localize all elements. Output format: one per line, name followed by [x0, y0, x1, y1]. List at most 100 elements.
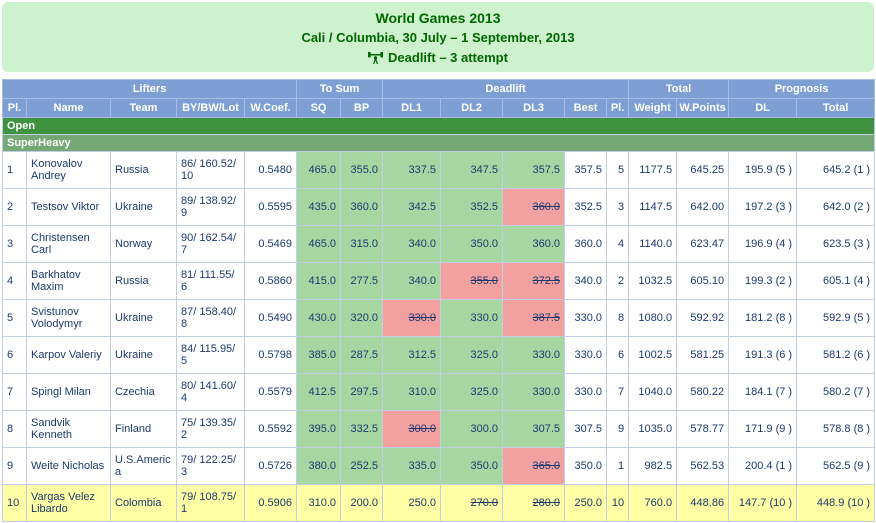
- weight-cell: 760.0: [628, 484, 678, 522]
- dl1-cell: 312.5: [382, 336, 442, 374]
- bp-cell: 200.0: [340, 484, 384, 522]
- place2-cell: 10: [606, 484, 630, 522]
- dl3-cell: 360.0: [502, 188, 566, 226]
- wcoef-cell: 0.5579: [243, 373, 298, 411]
- page-subtitle: Cali / Columbia, 30 July – 1 September, …: [301, 30, 575, 45]
- team-cell: Ukraine: [110, 299, 177, 337]
- place-cell: 9: [2, 447, 27, 485]
- prog-dl-cell: 195.9 (5 ): [728, 151, 798, 189]
- weight-cell: 1140.0: [628, 225, 678, 263]
- team-cell: U.S.America: [110, 447, 177, 485]
- dl1-cell: 337.5: [382, 151, 442, 189]
- dl3-cell: 307.5: [502, 410, 566, 448]
- col-weight: Weight: [628, 98, 678, 118]
- bp-cell: 360.0: [340, 188, 384, 226]
- group-deadlift: Deadlift: [382, 79, 630, 99]
- result-row: 5 Svistunov Volodymyr Ukraine 87/ 158.40…: [2, 299, 876, 337]
- wcoef-cell: 0.5860: [243, 262, 298, 300]
- weight-cell: 1040.0: [628, 373, 678, 411]
- dl2-cell: 270.0: [440, 484, 504, 522]
- bp-cell: 315.0: [340, 225, 384, 263]
- division-label: Open: [1, 117, 876, 135]
- page-title: World Games 2013: [375, 10, 501, 26]
- result-row: 2 Testsov Viktor Ukraine 89/ 138.92/ 9 0…: [2, 188, 876, 226]
- prog-dl-cell: 196.9 (4 ): [728, 225, 798, 263]
- col-best: Best: [564, 98, 608, 118]
- bp-cell: 287.5: [340, 336, 384, 374]
- col-by-bw-lot: BY/BW/Lot: [176, 98, 245, 118]
- best-cell: 330.0: [564, 336, 608, 374]
- wcoef-cell: 0.5480: [243, 151, 298, 189]
- wpoints-cell: 645.25: [676, 151, 730, 189]
- dl1-cell: 300.0: [382, 410, 442, 448]
- sq-cell: 385.0: [296, 336, 342, 374]
- team-cell: Ukraine: [110, 336, 177, 374]
- col-pl: Pl.: [2, 98, 27, 118]
- weight-cell: 1177.5: [628, 151, 678, 189]
- place2-cell: 3: [606, 188, 630, 226]
- place2-cell: 6: [606, 336, 630, 374]
- dl2-cell: 325.0: [440, 373, 504, 411]
- place-cell: 10: [2, 484, 27, 522]
- best-cell: 357.5: [564, 151, 608, 189]
- sq-cell: 310.0: [296, 484, 342, 522]
- name-cell: Weite Nicholas: [26, 447, 111, 485]
- name-cell: Svistunov Volodymyr: [26, 299, 111, 337]
- dl1-cell: 250.0: [382, 484, 442, 522]
- place-cell: 4: [2, 262, 27, 300]
- prog-total-cell: 592.9 (5 ): [796, 299, 876, 337]
- by-bw-lot-cell: 80/ 141.60/ 4: [176, 373, 245, 411]
- name-cell: Karpov Valeriy: [26, 336, 111, 374]
- name-cell: Sandvik Kenneth: [26, 410, 111, 448]
- prog-dl-cell: 197.2 (3 ): [728, 188, 798, 226]
- prog-total-cell: 578.8 (8 ): [796, 410, 876, 448]
- name-cell: Testsov Viktor: [26, 188, 111, 226]
- weight-class-row: SuperHeavy: [1, 134, 876, 152]
- team-cell: Norway: [110, 225, 177, 263]
- dl3-cell: 387.5: [502, 299, 566, 337]
- dl2-cell: 350.0: [440, 225, 504, 263]
- sq-cell: 380.0: [296, 447, 342, 485]
- wpoints-cell: 642.00: [676, 188, 730, 226]
- prog-dl-cell: 181.2 (8 ): [728, 299, 798, 337]
- sq-cell: 465.0: [296, 151, 342, 189]
- place2-cell: 5: [606, 151, 630, 189]
- event-title: Deadlift – 3 attempt: [388, 50, 508, 65]
- sq-cell: 435.0: [296, 188, 342, 226]
- dl2-cell: 300.0: [440, 410, 504, 448]
- prog-total-cell: 623.5 (3 ): [796, 225, 876, 263]
- col-dl1: DL1: [382, 98, 442, 118]
- best-cell: 307.5: [564, 410, 608, 448]
- column-header-row: Pl. Name Team BY/BW/Lot W.Coef. SQ BP DL…: [2, 98, 876, 118]
- best-cell: 330.0: [564, 299, 608, 337]
- col-wpoints: W.Points: [676, 98, 730, 118]
- place-cell: 7: [2, 373, 27, 411]
- bp-cell: 355.0: [340, 151, 384, 189]
- group-to-sum: To Sum: [296, 79, 384, 99]
- team-cell: Russia: [110, 151, 177, 189]
- best-cell: 352.5: [564, 188, 608, 226]
- result-row: 3 Christensen Carl Norway 90/ 162.54/ 7 …: [2, 225, 876, 263]
- wpoints-cell: 581.25: [676, 336, 730, 374]
- name-cell: Christensen Carl: [26, 225, 111, 263]
- wpoints-cell: 623.47: [676, 225, 730, 263]
- dl3-cell: 360.0: [502, 225, 566, 263]
- place2-cell: 1: [606, 447, 630, 485]
- result-row: 9 Weite Nicholas U.S.America 79/ 122.25/…: [2, 447, 876, 485]
- place2-cell: 8: [606, 299, 630, 337]
- col-dl2: DL2: [440, 98, 504, 118]
- weightlifter-icon: [368, 51, 384, 64]
- prog-dl-cell: 171.9 (9 ): [728, 410, 798, 448]
- dl2-cell: 355.0: [440, 262, 504, 300]
- table-head: Lifters To Sum Deadlift Total Prognosis …: [1, 79, 876, 118]
- dl1-cell: 330.0: [382, 299, 442, 337]
- wcoef-cell: 0.5798: [243, 336, 298, 374]
- team-cell: Czechia: [110, 373, 177, 411]
- best-cell: 340.0: [564, 262, 608, 300]
- dl2-cell: 347.5: [440, 151, 504, 189]
- prog-dl-cell: 199.3 (2 ): [728, 262, 798, 300]
- prog-total-cell: 580.2 (7 ): [796, 373, 876, 411]
- prog-total-cell: 581.2 (6 ): [796, 336, 876, 374]
- place2-cell: 9: [606, 410, 630, 448]
- name-cell: Barkhatov Maxim: [26, 262, 111, 300]
